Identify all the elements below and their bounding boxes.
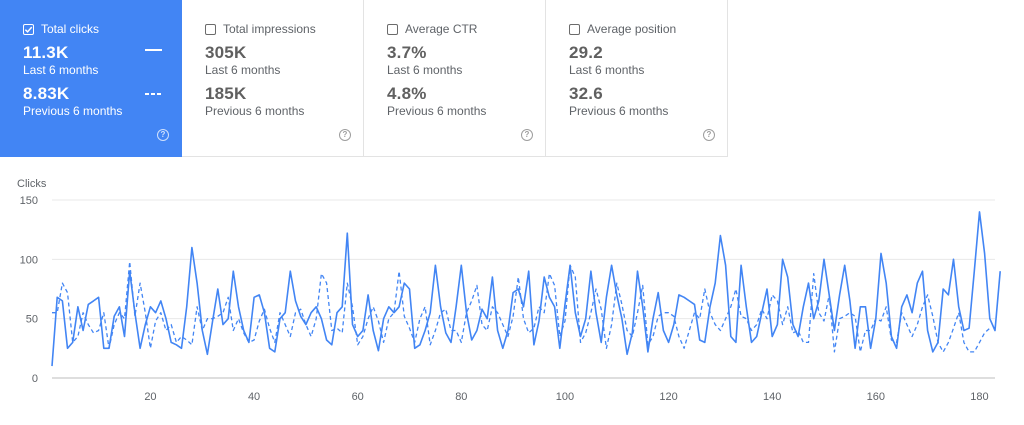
x-axis-ticks: 20 40 60 80 100 120 140 160 180 bbox=[144, 391, 988, 403]
x-tick-label: 120 bbox=[659, 391, 677, 403]
x-tick-label: 100 bbox=[556, 391, 574, 403]
metric-previous-value: 32.6 bbox=[569, 84, 603, 103]
metric-value-caption: Last 6 months bbox=[205, 63, 281, 77]
metric-label: Average position bbox=[587, 22, 677, 36]
metric-value-caption: Last 6 months bbox=[387, 63, 463, 77]
metric-previous-caption: Previous 6 months bbox=[387, 104, 487, 118]
metric-card-total-impressions[interactable]: Total impressions 305K Last 6 months 185… bbox=[182, 0, 364, 157]
metric-card-average-position[interactable]: Average position 29.2 Last 6 months 32.6… bbox=[546, 0, 728, 157]
metric-label: Total impressions bbox=[223, 22, 316, 36]
metric-label: Average CTR bbox=[405, 22, 478, 36]
x-tick-label: 20 bbox=[144, 391, 156, 403]
checkbox-unchecked-icon[interactable] bbox=[387, 23, 398, 35]
metric-header: Average CTR bbox=[387, 20, 545, 38]
metric-previous-caption: Previous 6 months bbox=[569, 104, 669, 118]
metric-previous-value: 185K bbox=[205, 84, 247, 103]
checkbox-checked-icon[interactable] bbox=[23, 23, 34, 35]
chart-gridlines bbox=[52, 199, 995, 379]
checkbox-unchecked-icon[interactable] bbox=[569, 23, 580, 35]
metric-previous-caption: Previous 6 months bbox=[205, 104, 305, 118]
y-axis-label: Clicks bbox=[17, 178, 47, 190]
y-tick-label: 50 bbox=[26, 314, 38, 326]
metric-value-caption: Last 6 months bbox=[569, 63, 645, 77]
y-tick-label: 100 bbox=[20, 254, 38, 266]
metric-header: Total clicks bbox=[23, 20, 181, 38]
x-tick-label: 80 bbox=[455, 391, 467, 403]
metric-value: 29.2 bbox=[569, 43, 603, 62]
metric-header: Average position bbox=[569, 20, 727, 38]
chart-series bbox=[51, 211, 1001, 367]
legend-solid-line-icon bbox=[145, 49, 162, 51]
metric-card-total-clicks[interactable]: Total clicks 11.3K Last 6 months 8.83K P… bbox=[0, 0, 182, 157]
checkbox-unchecked-icon[interactable] bbox=[205, 23, 216, 35]
metric-previous-caption: Previous 6 months bbox=[23, 104, 123, 118]
metric-value-caption: Last 6 months bbox=[23, 63, 99, 77]
x-tick-label: 180 bbox=[970, 391, 988, 403]
x-tick-label: 40 bbox=[248, 391, 260, 403]
series-line-last-6-months bbox=[51, 211, 1001, 367]
legend-dashed-line-icon bbox=[145, 93, 162, 95]
x-tick-label: 140 bbox=[763, 391, 781, 403]
x-tick-label: 160 bbox=[867, 391, 885, 403]
clicks-line-chart: Clicks 0 50 100 150 20 40 60 80 100 120 140 160 180 bbox=[17, 178, 1001, 403]
metric-value: 11.3K bbox=[23, 43, 69, 62]
series-line-previous-6-months bbox=[52, 261, 991, 353]
metric-cards: Total clicks 11.3K Last 6 months 8.83K P… bbox=[0, 0, 728, 157]
metric-header: Total impressions bbox=[205, 20, 363, 38]
y-tick-label: 150 bbox=[20, 195, 38, 207]
metric-previous-value: 4.8% bbox=[387, 84, 427, 103]
help-circle-icon[interactable]: ? bbox=[157, 129, 169, 141]
y-axis-ticks: 0 50 100 150 bbox=[20, 195, 38, 385]
metric-value: 305K bbox=[205, 43, 247, 62]
metric-value: 3.7% bbox=[387, 43, 427, 62]
metric-card-average-ctr[interactable]: Average CTR 3.7% Last 6 months 4.8% Prev… bbox=[364, 0, 546, 157]
metric-previous-value: 8.83K bbox=[23, 84, 70, 103]
help-circle-icon[interactable]: ? bbox=[339, 129, 351, 141]
help-circle-icon[interactable]: ? bbox=[703, 129, 715, 141]
y-tick-label: 0 bbox=[32, 373, 38, 385]
metric-label: Total clicks bbox=[41, 22, 100, 36]
help-circle-icon[interactable]: ? bbox=[521, 129, 533, 141]
x-tick-label: 60 bbox=[352, 391, 364, 403]
